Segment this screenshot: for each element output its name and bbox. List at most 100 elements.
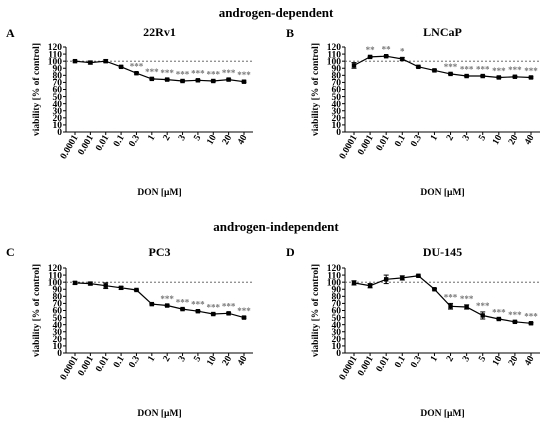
x-tick-label: 10 bbox=[205, 354, 219, 367]
x-tick-label: 0.001 bbox=[77, 354, 96, 378]
y-tick-label: 120 bbox=[48, 264, 63, 274]
y-tick-label: 0 bbox=[57, 128, 62, 138]
y-tick-label: 80 bbox=[53, 72, 63, 82]
y-tick-label: 110 bbox=[48, 50, 62, 60]
x-tick-label: 2 bbox=[162, 354, 173, 363]
x-axis-title: DON [µM] bbox=[137, 409, 181, 419]
data-point bbox=[367, 283, 373, 288]
y-tick-label: 70 bbox=[53, 300, 63, 310]
y-tick-label: 90 bbox=[53, 64, 63, 74]
data-point bbox=[432, 68, 437, 73]
series-line bbox=[74, 60, 245, 83]
x-axis-title: DON [µM] bbox=[420, 409, 464, 419]
y-tick-label: 100 bbox=[327, 278, 342, 288]
x-tick-label: 2 bbox=[162, 133, 173, 142]
data-point bbox=[134, 287, 139, 293]
y-tick-label: 120 bbox=[327, 264, 342, 274]
data-point bbox=[432, 287, 437, 292]
y-tick-label: 30 bbox=[332, 328, 342, 338]
x-tick-label: 1 bbox=[429, 133, 440, 142]
significance-label: *** bbox=[237, 70, 251, 80]
significance-label: *** bbox=[207, 302, 221, 312]
data-point bbox=[88, 60, 93, 65]
data-point bbox=[480, 313, 485, 318]
x-tick-label: 0.1 bbox=[393, 354, 408, 370]
x-tick-label: 1 bbox=[146, 133, 157, 142]
panel-letter: A bbox=[6, 26, 15, 40]
data-point bbox=[528, 75, 534, 80]
x-tick-label: 40 bbox=[236, 133, 250, 146]
x-tick-label: 3 bbox=[177, 133, 188, 142]
panel-title: DU-145 bbox=[423, 245, 462, 259]
significance-label: *** bbox=[222, 68, 236, 78]
panel-title: PC3 bbox=[149, 245, 171, 259]
data-point bbox=[416, 273, 421, 278]
x-axis-title: DON [µM] bbox=[420, 188, 464, 198]
x-tick-label: 1 bbox=[146, 354, 157, 363]
y-tick-label: 50 bbox=[53, 314, 63, 324]
y-axis-title: viability [% of control] bbox=[311, 264, 321, 357]
data-point bbox=[164, 303, 170, 308]
y-axis-title: viability [% of control] bbox=[32, 43, 42, 136]
significance-label: *** bbox=[160, 68, 174, 78]
x-tick-label: 10 bbox=[491, 133, 505, 146]
x-tick-label: 0.0001 bbox=[59, 133, 81, 161]
series-line bbox=[353, 55, 532, 79]
data-point bbox=[195, 78, 201, 83]
x-tick-label: 20 bbox=[221, 133, 235, 146]
significance-label: * bbox=[400, 47, 405, 57]
x-tick-label: 0.3 bbox=[409, 354, 424, 370]
data-point bbox=[496, 316, 502, 322]
y-tick-label: 70 bbox=[332, 300, 342, 310]
panel-title: LNCaP bbox=[423, 25, 462, 39]
y-tick-label: 30 bbox=[332, 107, 342, 117]
y-tick-label: 40 bbox=[332, 100, 342, 110]
data-point bbox=[226, 77, 231, 82]
y-tick-label: 30 bbox=[53, 328, 63, 338]
data-point bbox=[351, 63, 357, 68]
significance-label: *** bbox=[176, 69, 190, 79]
y-tick-label: 70 bbox=[332, 79, 342, 89]
significance-label: *** bbox=[492, 307, 506, 317]
data-point bbox=[400, 275, 405, 281]
y-tick-label: 60 bbox=[332, 307, 342, 317]
data-point bbox=[480, 73, 485, 79]
significance-label: *** bbox=[476, 301, 490, 311]
data-point bbox=[241, 315, 247, 320]
x-tick-label: 5 bbox=[192, 133, 203, 142]
y-tick-label: 90 bbox=[332, 285, 342, 295]
y-tick-label: 60 bbox=[53, 86, 63, 96]
x-tick-label: 0.001 bbox=[356, 354, 375, 378]
significance-label: *** bbox=[176, 297, 190, 307]
significance-label: ** bbox=[382, 45, 392, 55]
significance-label: *** bbox=[492, 66, 506, 76]
x-tick-label: 5 bbox=[192, 354, 203, 363]
data-point bbox=[496, 75, 502, 80]
y-tick-label: 40 bbox=[53, 321, 63, 331]
y-tick-label: 50 bbox=[53, 93, 63, 103]
y-tick-label: 100 bbox=[48, 278, 63, 288]
x-axis-title: DON [µM] bbox=[137, 188, 181, 198]
y-tick-label: 10 bbox=[53, 342, 63, 352]
x-tick-label: 5 bbox=[477, 133, 488, 142]
x-tick-label: 0.1 bbox=[393, 133, 408, 149]
y-tick-label: 100 bbox=[327, 57, 342, 67]
data-point bbox=[211, 78, 216, 84]
significance-label: *** bbox=[476, 64, 490, 74]
x-tick-label: 10 bbox=[205, 133, 219, 146]
data-point bbox=[383, 54, 389, 59]
significance-label: *** bbox=[444, 292, 458, 302]
series-line bbox=[74, 282, 245, 319]
x-tick-label: 20 bbox=[507, 133, 521, 146]
y-tick-label: 60 bbox=[53, 307, 63, 317]
y-tick-label: 10 bbox=[332, 121, 342, 131]
data-point bbox=[512, 319, 518, 325]
y-tick-label: 80 bbox=[53, 293, 63, 303]
y-tick-label: 120 bbox=[327, 43, 342, 53]
significance-label: *** bbox=[207, 69, 221, 79]
panel-letter: B bbox=[286, 26, 294, 40]
y-tick-label: 110 bbox=[48, 271, 62, 281]
panel-title: 22Rv1 bbox=[143, 25, 176, 39]
significance-label: *** bbox=[191, 69, 205, 79]
data-point bbox=[72, 58, 78, 64]
